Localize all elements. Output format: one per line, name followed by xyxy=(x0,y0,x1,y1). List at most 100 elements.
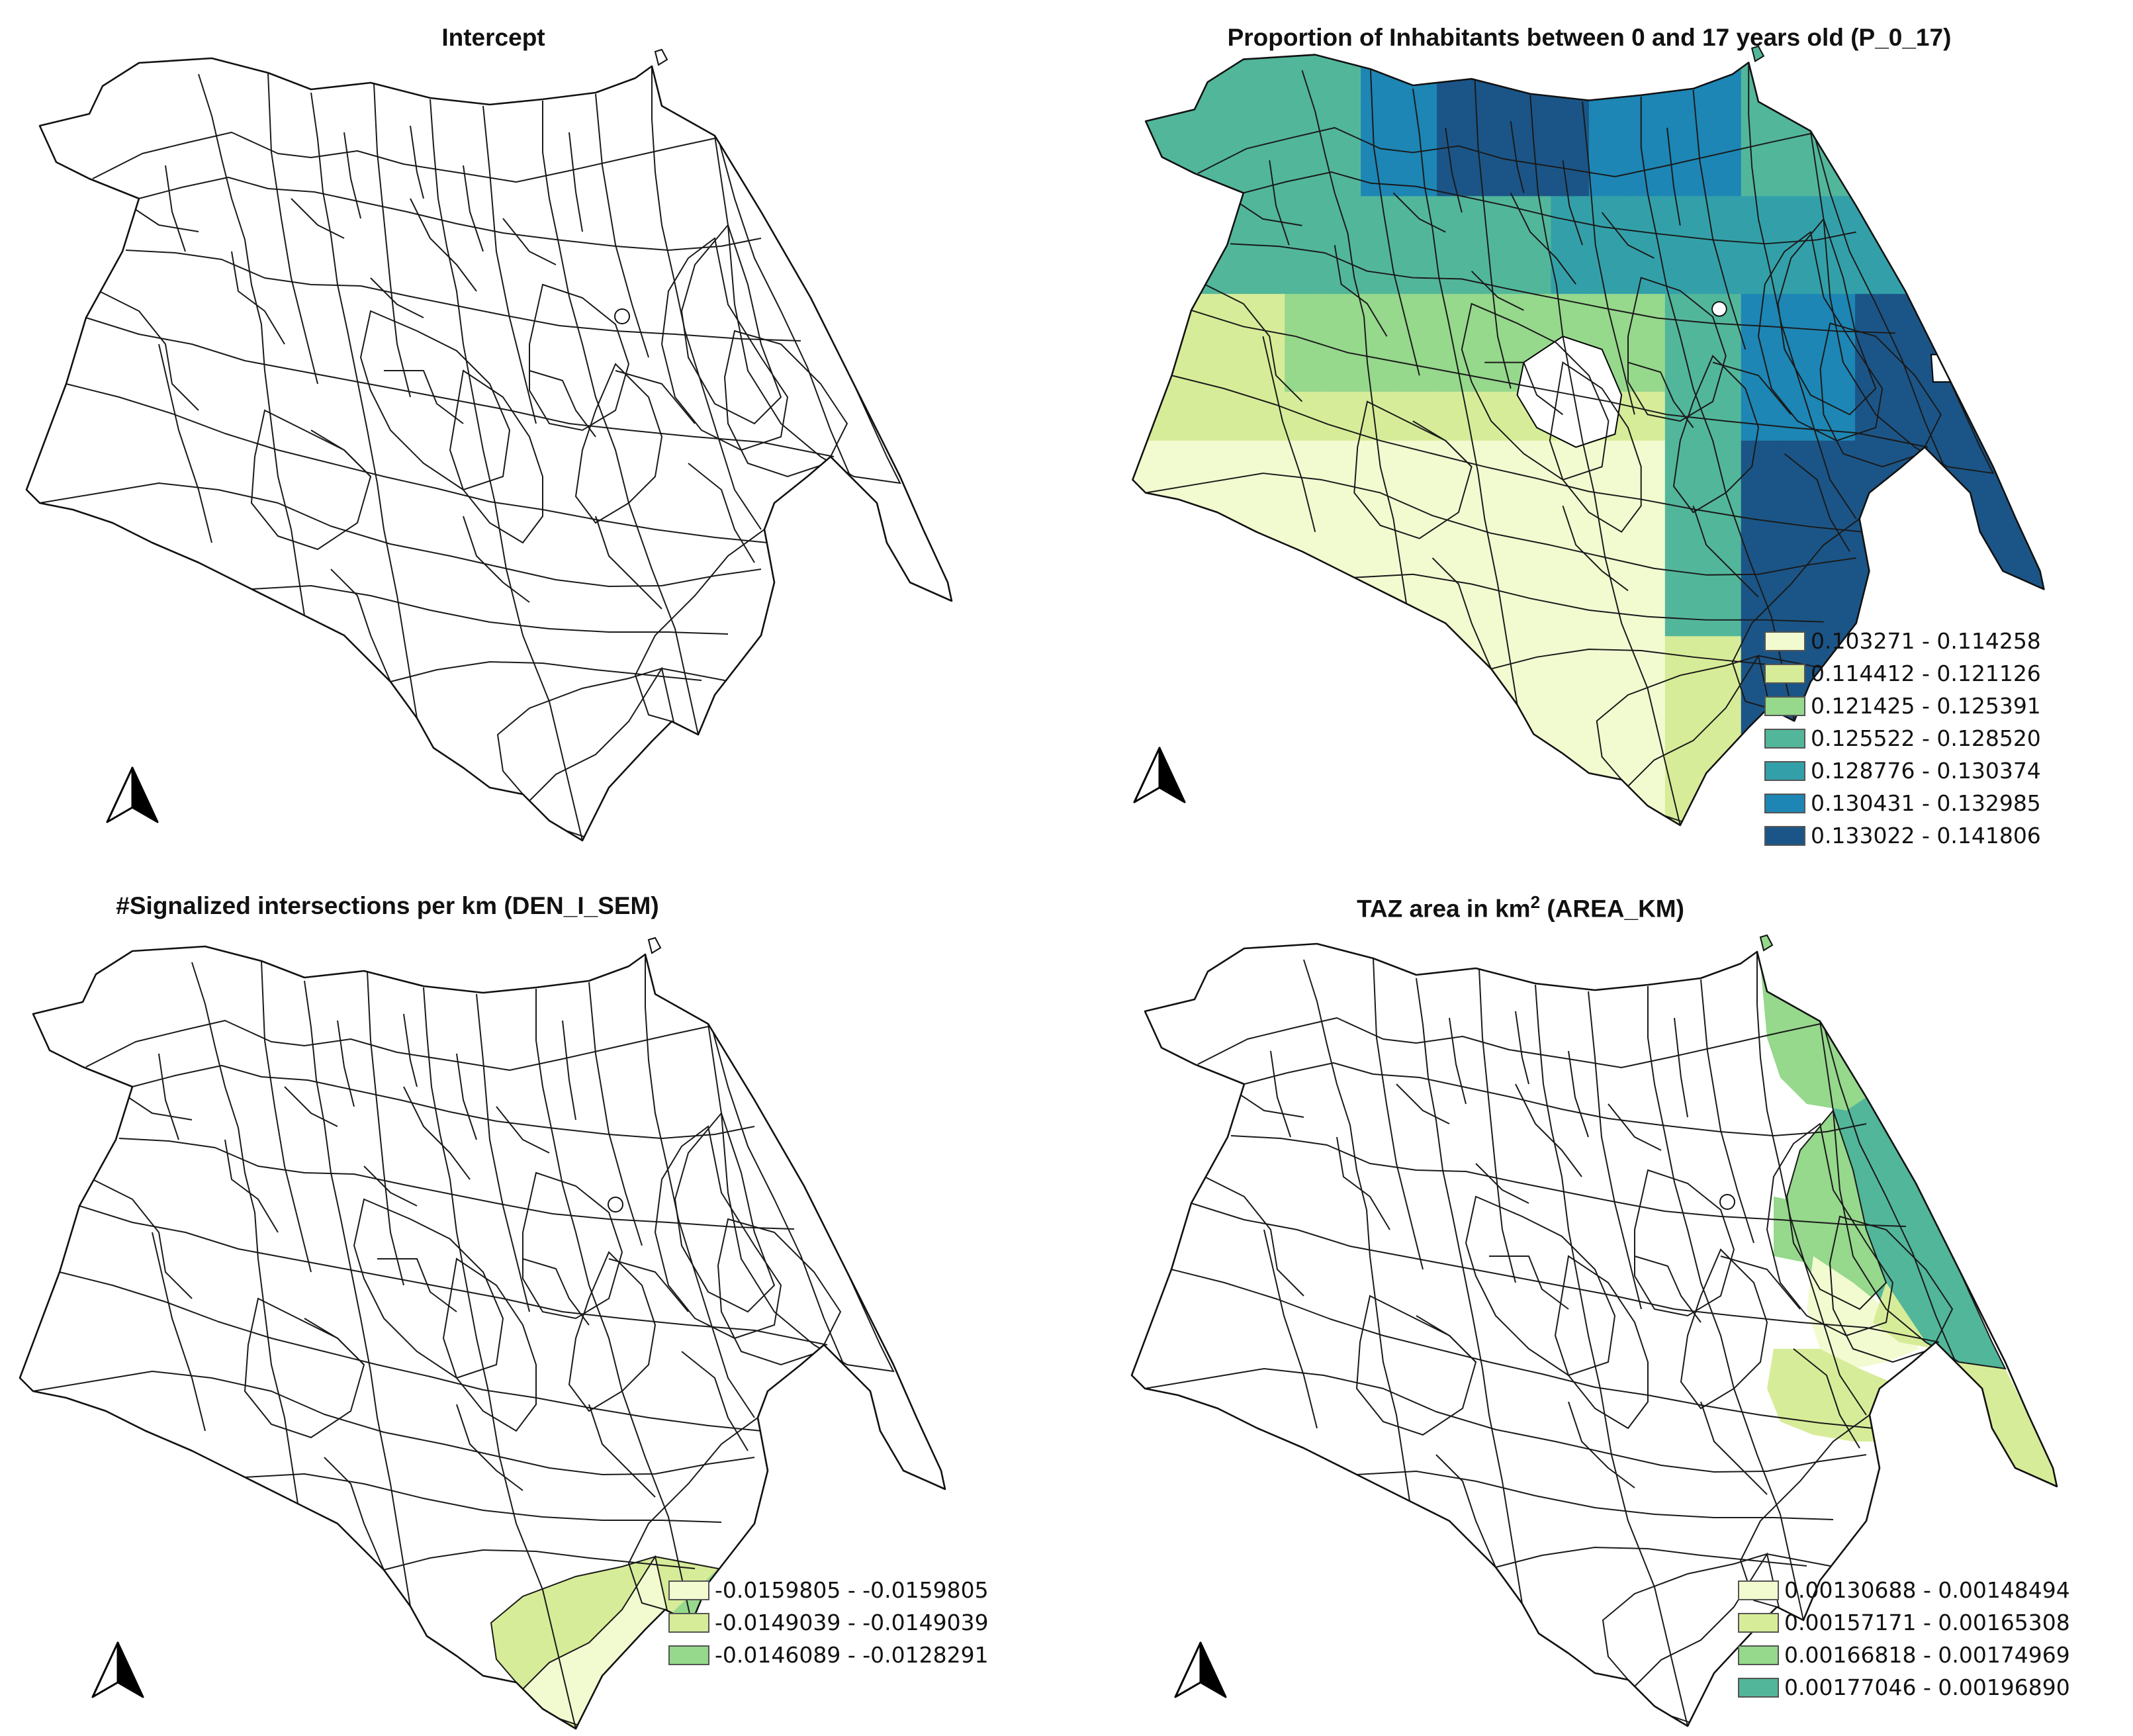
taz-zone-fill xyxy=(2007,98,2044,148)
taz-zone-fill xyxy=(1664,196,1704,246)
taz-zone-fill xyxy=(1246,245,1286,295)
taz-border-line xyxy=(359,310,511,491)
taz-zone-fill xyxy=(1774,1197,1820,1263)
taz-zone-fill xyxy=(1703,538,1742,588)
taz-border-line xyxy=(244,1297,365,1439)
taz-zone-fill xyxy=(1969,343,2008,392)
taz-border-line xyxy=(1204,283,1303,402)
taz-border-line xyxy=(542,101,699,735)
taz-border-line xyxy=(85,317,835,457)
taz-zone-fill xyxy=(1627,587,1666,637)
taz-border-line xyxy=(1535,984,1688,1726)
taz-border-line xyxy=(1230,243,1895,334)
taz-map xyxy=(1130,934,2058,1727)
legend-item: 0.00130688 - 0.00148494 xyxy=(1738,1574,2070,1606)
taz-zone-fill xyxy=(1132,245,1171,295)
taz-border-line xyxy=(1353,400,1473,539)
legend-swatch xyxy=(1738,1645,1779,1665)
taz-border-line xyxy=(337,1020,355,1107)
taz-border-line xyxy=(1700,979,1754,1244)
taz-zone-fill xyxy=(1627,734,1666,784)
panel-title: #Signalized intersections per km (DEN_I_… xyxy=(116,892,659,919)
taz-border-line xyxy=(1757,230,1883,441)
taz-zone-fill xyxy=(1437,54,1476,99)
taz-border-line xyxy=(1471,271,1524,311)
taz-border-line xyxy=(1495,1547,1807,1568)
taz-border-line xyxy=(1588,991,1642,1310)
taz-zone-fill xyxy=(1551,147,1590,197)
legend-item: 0.00166818 - 0.00174969 xyxy=(1738,1639,2070,1671)
taz-zone-fill xyxy=(1398,245,1438,295)
boundary-outline xyxy=(1130,942,2058,1727)
taz-zone-fill xyxy=(1208,343,1248,392)
taz-zone-fill xyxy=(1512,245,1552,295)
taz-zone-fill xyxy=(1512,587,1552,637)
taz-zone-fill xyxy=(1551,685,1590,735)
taz-zone-fill xyxy=(1132,98,1171,148)
taz-border-line xyxy=(562,1020,576,1120)
taz-zone-fill xyxy=(1551,782,1590,825)
taz-zone-fill xyxy=(1931,54,1970,99)
taz-border-line xyxy=(1191,309,1929,448)
taz-border-line xyxy=(1672,355,1760,514)
taz-zone-fill xyxy=(1208,734,1248,784)
taz-border-line xyxy=(423,987,576,1729)
taz-zone-fill xyxy=(1132,294,1171,344)
taz-zone-fill xyxy=(1855,54,1894,99)
taz-zone-fill xyxy=(1512,636,1552,686)
taz-zone-fill xyxy=(1361,538,1400,588)
taz-zone-fill xyxy=(1893,196,1932,246)
legend-item: -0.0146089 - -0.0128291 xyxy=(668,1639,989,1671)
taz-border-line xyxy=(608,1258,689,1312)
taz-zone-fill xyxy=(1285,54,1324,99)
taz-zone-fill xyxy=(1437,538,1476,588)
taz-zone-fill xyxy=(1931,147,1970,197)
taz-zone-fill xyxy=(1512,685,1552,735)
taz-border-line xyxy=(1354,573,1824,623)
taz-border-line xyxy=(1474,79,1512,389)
taz-border-line xyxy=(390,661,702,682)
taz-border-line xyxy=(1568,1050,1589,1138)
legend-item: 0.133022 - 0.141806 xyxy=(1764,819,2041,852)
taz-border-line xyxy=(1700,1401,1768,1495)
taz-zone-fill xyxy=(1246,489,1286,539)
taz-zone-fill xyxy=(1170,343,1210,392)
taz-zone-fill xyxy=(1893,343,1932,392)
boundary-fill xyxy=(20,946,945,1729)
taz-zone-fill xyxy=(1246,391,1286,441)
legend-label: -0.0146089 - -0.0128291 xyxy=(715,1642,989,1668)
taz-zone-fill xyxy=(1285,98,1324,148)
taz-border-line xyxy=(1197,1017,1824,1068)
taz-zone-fill xyxy=(1246,196,1286,246)
taz-border-line xyxy=(1666,127,1681,226)
taz-border-line xyxy=(529,283,630,432)
taz-border-line xyxy=(1748,62,1857,520)
taz-zone-fill xyxy=(1664,538,1704,588)
taz-zone-fill xyxy=(1246,587,1286,637)
taz-zone-fill xyxy=(1807,1256,1919,1369)
taz-border-line xyxy=(1416,978,1523,1604)
taz-zone-fill xyxy=(1246,538,1286,588)
taz-border-line xyxy=(1461,302,1610,480)
taz-border-line xyxy=(410,125,424,199)
taz-zone-fill xyxy=(1627,147,1666,197)
taz-zone-fill xyxy=(1322,391,1362,441)
taz-border-line xyxy=(1392,192,1446,233)
legend-swatch xyxy=(1738,1612,1779,1633)
legend-label: 0.00130688 - 0.00148494 xyxy=(1784,1577,2070,1603)
taz-zone-fill xyxy=(1512,294,1552,344)
taz-zone-fill xyxy=(1703,391,1742,441)
taz-zone-fill xyxy=(1969,196,2008,246)
legend-item: 0.114412 - 0.121126 xyxy=(1764,657,2041,690)
taz-zone-fill xyxy=(1855,245,1894,295)
taz-zone-fill xyxy=(1779,245,1818,295)
taz-border-line xyxy=(1549,361,1642,533)
taz-zone-fill xyxy=(1322,440,1362,490)
taz-zone-fill xyxy=(1322,245,1362,295)
taz-zone-fill xyxy=(1588,489,1628,539)
taz-zone-fill xyxy=(1741,489,1780,539)
taz-border-line xyxy=(1144,1368,1867,1473)
taz-zone-fill xyxy=(1664,734,1704,784)
taz-zone-fill xyxy=(1322,196,1362,246)
taz-border-line xyxy=(588,982,643,1246)
